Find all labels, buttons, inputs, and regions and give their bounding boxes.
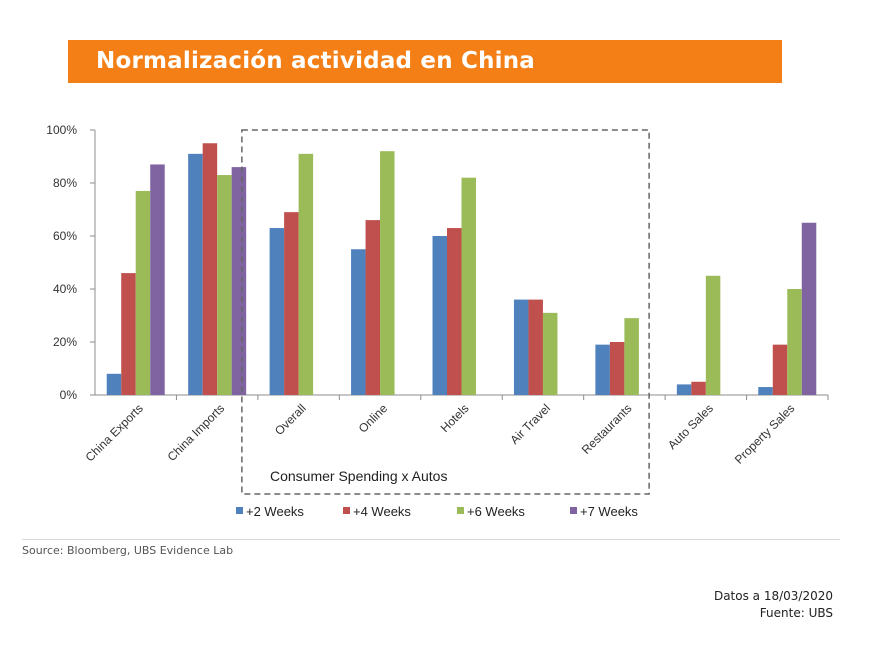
divider	[22, 539, 840, 540]
y-tick-label: 100%	[46, 123, 77, 137]
legend-swatch	[343, 507, 350, 514]
x-tick-label: Auto Sales	[665, 401, 716, 452]
x-tick-label: Overall	[272, 401, 309, 438]
footer-source: Fuente: UBS	[759, 606, 833, 620]
bar	[351, 249, 366, 395]
bar	[705, 275, 721, 395]
bar	[595, 344, 610, 395]
bar	[801, 222, 817, 395]
bar	[150, 164, 165, 395]
group-box	[241, 129, 650, 495]
x-tick-label: Online	[356, 401, 391, 436]
bar	[121, 273, 136, 395]
y-tick-label: 60%	[53, 229, 77, 243]
bar	[106, 373, 122, 395]
footer-date: Datos a 18/03/2020	[713, 589, 833, 603]
bar	[787, 289, 802, 395]
x-tick-label: Hotels	[438, 401, 472, 435]
bar	[432, 236, 447, 395]
x-tick-label: Air Travel	[507, 401, 553, 447]
group-annotation: Consumer Spending x Autos	[270, 468, 447, 484]
bar	[528, 299, 543, 395]
bar	[135, 190, 151, 395]
bar	[461, 177, 476, 395]
slide-title: Normalización actividad en China	[68, 40, 782, 83]
bar	[691, 381, 706, 395]
bar	[772, 344, 788, 395]
legend-label: +6 Weeks	[467, 504, 525, 519]
x-tick-label: Property Sales	[732, 401, 798, 467]
legend-swatch	[236, 507, 243, 514]
bar	[365, 220, 381, 395]
legend-label: +7 Weeks	[580, 504, 638, 519]
bar	[202, 143, 218, 395]
x-tick-label: China Exports	[83, 401, 146, 464]
bar	[513, 299, 529, 395]
y-tick-label: 40%	[53, 282, 77, 296]
y-tick-label: 80%	[53, 176, 77, 190]
bar	[758, 387, 773, 395]
legend-label: +4 Weeks	[353, 504, 411, 519]
legend-swatch	[457, 507, 464, 514]
legend-label: +2 Weeks	[246, 504, 304, 519]
bar	[624, 318, 639, 395]
legend-swatch	[570, 507, 577, 514]
bar	[676, 384, 692, 395]
bar	[447, 228, 462, 395]
y-tick-label: 0%	[60, 388, 78, 402]
bar	[269, 228, 285, 395]
bar	[298, 153, 314, 395]
x-tick-label: Restaurants	[579, 401, 635, 457]
bar	[231, 167, 247, 395]
bar	[542, 312, 558, 395]
footer: Datos a 18/03/2020 Fuente: UBS	[714, 588, 833, 622]
bar	[188, 153, 203, 395]
y-tick-label: 20%	[53, 335, 77, 349]
source-note: Source: Bloomberg, UBS Evidence Lab	[22, 544, 234, 557]
x-tick-label: China Imports	[165, 401, 228, 464]
bar	[217, 175, 232, 395]
bar	[284, 212, 299, 395]
bar	[380, 151, 395, 395]
bar	[609, 342, 625, 395]
